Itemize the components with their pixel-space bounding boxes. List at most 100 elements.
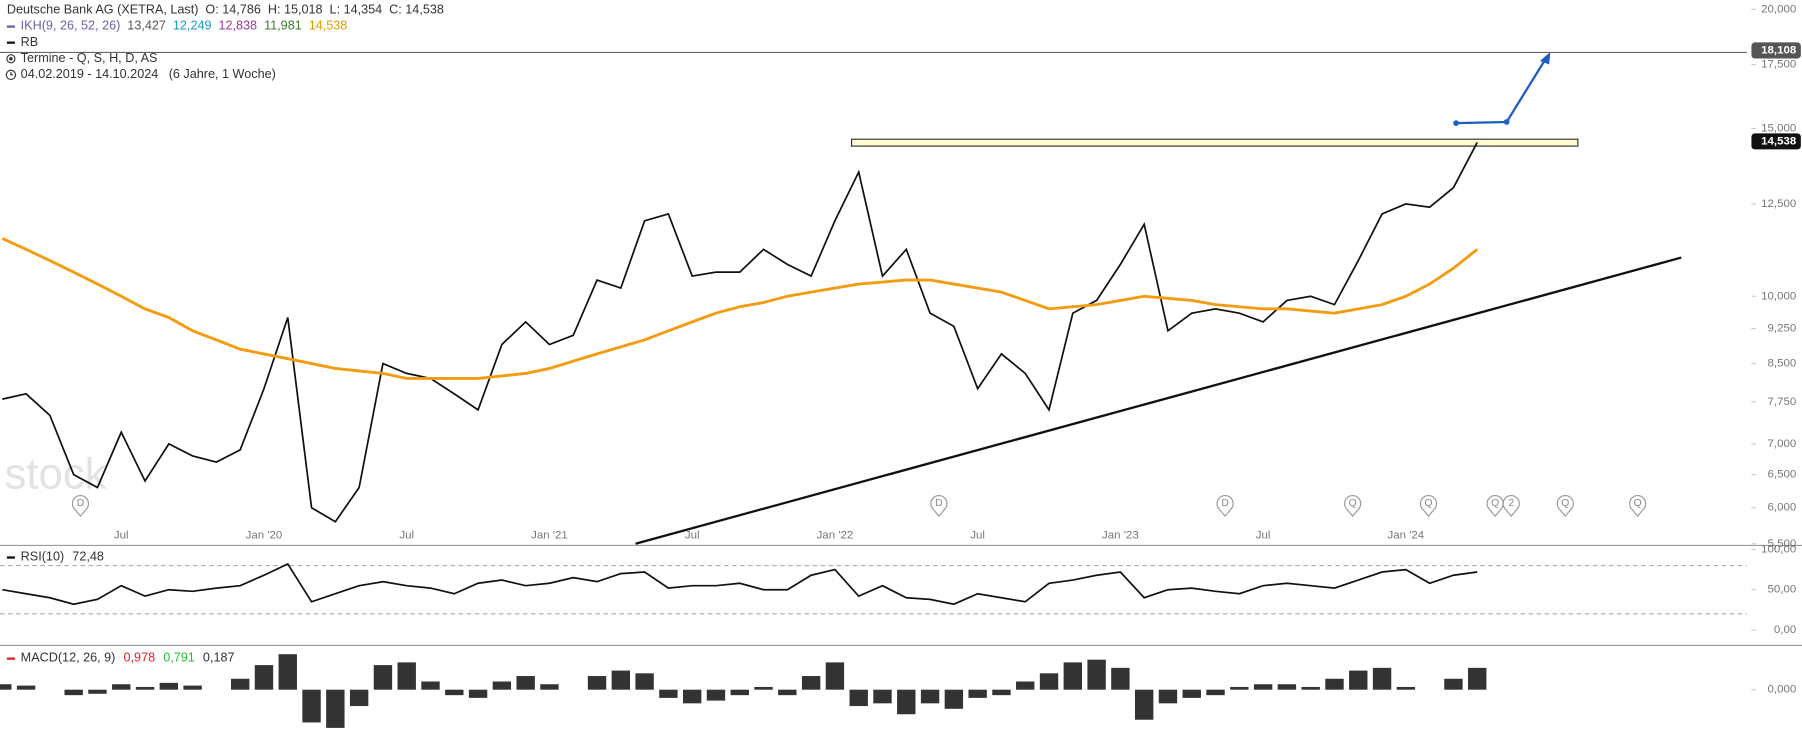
resistance-zone [851,138,1579,147]
histogram-bar [659,689,678,698]
histogram-bar [540,684,559,690]
event-marker [71,495,90,518]
indicator-reading: 13,427 [127,19,166,33]
histogram-bar [1087,659,1106,690]
legend-item: Termine - Q, S, H, D, AS [21,51,158,65]
histogram-bar [349,689,369,707]
histogram-bar [421,681,440,690]
histogram-bar [706,689,726,701]
event-marker-label: Q [1424,498,1432,509]
x-tick-label: Jan '24 [1388,530,1425,542]
histogram-bar [1349,670,1368,690]
legend-swatch [6,25,15,28]
histogram-bar [159,682,179,690]
event-marker [1344,495,1362,518]
header-line: IKH(9, 26, 52, 26) 13,427 12,249 12,838 … [21,19,348,33]
histogram-bar [1230,686,1249,690]
series-line [2,562,1478,606]
y-tick-label: 17,500 [1761,59,1796,71]
histogram-bar [992,689,1011,696]
x-tick-label: Jul [114,530,129,542]
indicator-name: MACD(12, 26, 9) [21,651,116,665]
y-tick-label: 12,500 [1761,198,1796,210]
histogram-bar [1444,678,1463,690]
histogram-bar [516,676,535,690]
histogram-bar [825,662,845,690]
series-line [2,142,1478,523]
arrow-point [1453,120,1459,126]
event-marker [1502,495,1520,518]
histogram-bar [16,685,36,690]
price-label: 18,108 [1761,45,1797,57]
histogram-bar [849,689,868,707]
histogram-bar [254,665,274,690]
price-label-box [1751,42,1801,59]
period: 04.02.2019 - 14.10.2024 [21,67,159,81]
histogram-bar [468,689,488,698]
indicator-reading: 12,838 [218,19,257,33]
y-tick-label: 6,500 [1768,469,1797,481]
histogram-bar [611,670,631,690]
histogram-bar [397,662,416,690]
legend-swatch [6,41,15,44]
histogram-bar [445,689,464,696]
histogram-bar [326,689,345,728]
x-tick-label: Jul [1256,530,1271,542]
histogram-bar [1253,684,1273,690]
instrument-title: Deutsche Bank AG (XETRA, Last) [7,3,199,17]
price-label-box [1751,133,1801,150]
y-tick-label: 20,000 [1761,3,1796,15]
y-tick-label: 6,000 [1768,502,1797,514]
histogram-bar [278,654,297,690]
histogram-bar [754,686,773,690]
quote: H: 15,018 [268,3,323,17]
event-marker [1486,495,1504,518]
histogram-bar [1134,689,1154,720]
y-tick-label: 10,000 [1761,290,1796,302]
histogram-bar [1372,667,1392,690]
legend-icon [9,57,13,61]
histogram-bar [64,689,83,696]
histogram-bar [1182,689,1201,698]
histogram-bar [1016,681,1035,690]
header-line: Deutsche Bank AG (XETRA, Last) O: 14,786… [7,3,444,17]
x-tick-label: Jul [399,530,414,542]
histogram-bar [873,689,892,704]
y-tick-label: 9,250 [1768,323,1797,335]
histogram-bar [302,689,321,723]
histogram-bar [1158,689,1178,704]
indicator-reading: 0,187 [203,651,235,665]
indicator-name: RSI(10) [21,550,65,564]
y-tick-label: 8,500 [1768,358,1797,370]
legend-icon [6,54,16,64]
histogram-bar [0,684,12,690]
series-line [1,237,1479,380]
y-tick-label: 7,000 [1768,438,1797,450]
y-tick-label: 15,000 [1761,122,1796,134]
histogram-bar [587,676,607,690]
y-tick-label: 50,00 [1768,584,1797,596]
indicator-header: MACD(12, 26, 9) 0,978 0,791 0,187 [21,651,235,665]
event-marker-label: D [77,498,84,509]
event-marker-label: Q [1561,498,1569,509]
histogram-bar [1206,689,1225,696]
x-tick-label: Jul [685,530,700,542]
event-marker [1556,495,1574,518]
histogram-bar [944,689,964,709]
indicator-reading: 11,981 [264,19,302,33]
quote: O: 14,786 [205,3,260,17]
legend-swatch [6,657,15,660]
indicator-header: RSI(10) 72,48 [21,550,104,564]
event-marker [1216,495,1234,518]
y-tick-label: 0,00 [1774,624,1796,636]
indicator-reading: 0,791 [163,651,195,665]
histogram-bar [1325,678,1344,690]
y-tick-label: 100,00 [1761,544,1796,556]
histogram-bar [682,689,702,704]
watermark: stock [5,450,107,499]
price-label: 14,538 [1761,135,1797,147]
quote: L: 14,354 [330,3,383,17]
histogram-bar [135,686,155,690]
legend-swatch [6,556,15,559]
